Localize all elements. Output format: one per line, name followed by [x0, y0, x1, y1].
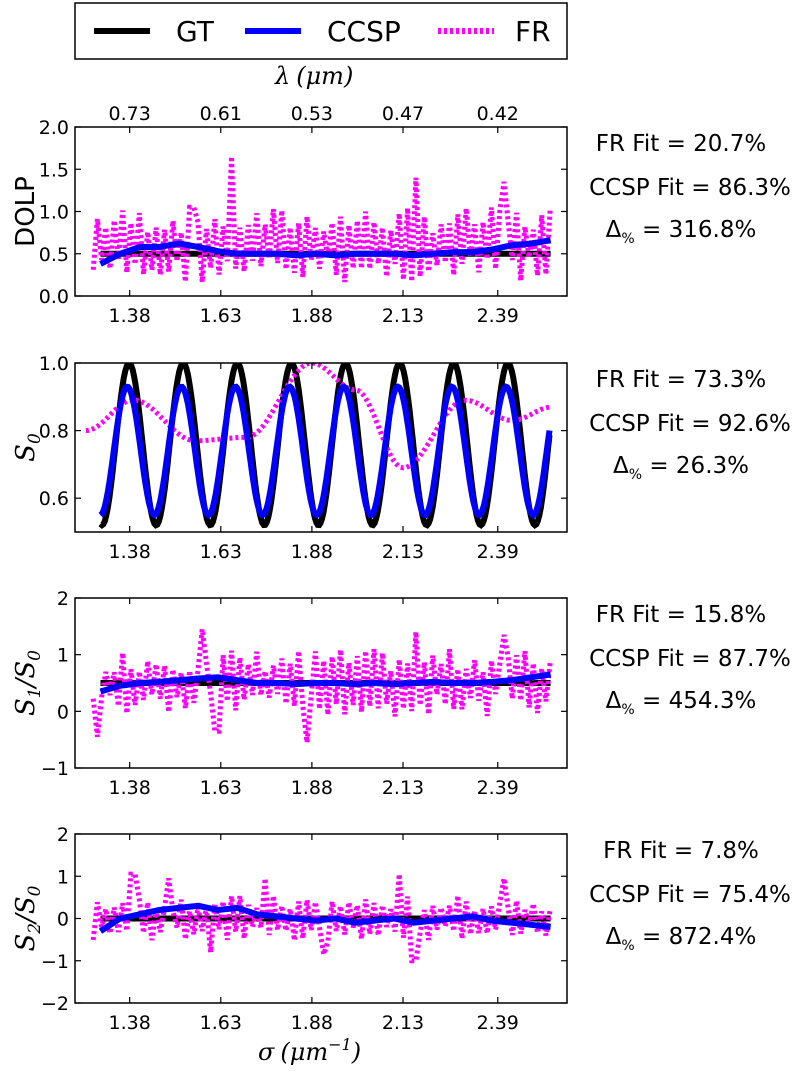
- legend-box: [74, 2, 568, 60]
- y-axis-label: S1/S0: [11, 650, 45, 716]
- ccsp-fit-annotation: CCSP Fit = 87.7%: [589, 646, 791, 672]
- ccsp-fit-annotation: CCSP Fit = 75.4%: [589, 882, 791, 908]
- x-tick-label: 1.63: [200, 541, 242, 563]
- x-tick-label: 2.39: [477, 305, 519, 327]
- top-tick-label: 0.42: [477, 103, 519, 125]
- y-tick-label: 2: [57, 824, 69, 846]
- plot-area: [90, 871, 553, 964]
- y-tick-label: 0: [57, 701, 69, 723]
- x-tick-label: 1.63: [200, 1012, 242, 1034]
- ccsp-series-line: [98, 383, 553, 519]
- ccsp-fit-annotation: CCSP Fit = 86.3%: [589, 175, 791, 201]
- legend-fr-label: FR: [515, 15, 551, 48]
- y-tick-label: 1.5: [39, 159, 69, 181]
- fr-fit-annotation: FR Fit = 73.3%: [596, 367, 766, 393]
- legend-gt-label: GT: [176, 15, 215, 48]
- plot-area: [90, 156, 553, 283]
- x-tick-label: 1.38: [109, 777, 151, 799]
- ccsp-series-line: [98, 902, 551, 934]
- y-tick-label: 0: [57, 909, 69, 931]
- y-tick-label: 2.0: [39, 117, 69, 139]
- fr-series-line: [90, 628, 553, 743]
- axes-frame: [74, 597, 568, 769]
- panels: 1.38 1.63 1.88 2.13 2.39 0.0 0.5 1.0 1.5 2.0 DOLP F…: [11, 117, 791, 1034]
- x-tick-label: 2.13: [382, 1012, 424, 1034]
- y-tick-label: 0.5: [39, 244, 69, 266]
- y-tick-label: 1.0: [39, 202, 69, 224]
- x-tick-label: 2.13: [382, 305, 424, 327]
- bottom-axis-close: ): [351, 1038, 361, 1066]
- x-tick-label: 2.39: [477, 1012, 519, 1034]
- top-tick-label: 0.53: [291, 103, 333, 125]
- y-tick-label: 1: [57, 645, 69, 667]
- delta-annotation: Δ% = 872.4%: [606, 924, 757, 954]
- y-tick-label: 0.8: [39, 421, 69, 443]
- x-tick-label: 2.13: [382, 777, 424, 799]
- ccsp-fit-annotation: CCSP Fit = 92.6%: [589, 411, 791, 437]
- top-tick-label: 0.73: [109, 103, 151, 125]
- ccsp-series-line: [99, 671, 552, 695]
- delta-annotation: Δ% = 316.8%: [606, 217, 757, 247]
- y-tick-label: 0.0: [39, 286, 69, 308]
- x-tick-label: 2.39: [477, 541, 519, 563]
- fr-series-line: [90, 156, 553, 283]
- delta-annotation: Δ% = 26.3%: [613, 453, 749, 483]
- top-axis-label: λ (μm): [274, 62, 353, 90]
- y-tick-label: 0.6: [39, 488, 69, 510]
- panel-s1: 1.38 1.63 1.88 2.13 2.39 −1 0 1 2 S1/S0 FR Fit = 1…: [11, 588, 791, 799]
- x-tick-label: 1.38: [109, 305, 151, 327]
- top-axis-symbol: λ: [274, 62, 290, 90]
- x-tick-label: 1.63: [200, 305, 242, 327]
- panel-dolp: 1.38 1.63 1.88 2.13 2.39 0.0 0.5 1.0 1.5 2.0 DOLP F…: [11, 117, 791, 327]
- legend-ccsp-label: CCSP: [327, 15, 401, 48]
- y-tick-label: 1: [57, 866, 69, 888]
- x-tick-label: 1.88: [291, 541, 333, 563]
- x-tick-label: 1.88: [291, 305, 333, 327]
- plot-area: [85, 363, 553, 530]
- x-tick-label: 1.63: [200, 777, 242, 799]
- x-tick-label: 1.38: [109, 541, 151, 563]
- y-tick-label: 1.0: [39, 353, 69, 375]
- y-axis-label: S2/S0: [11, 885, 45, 951]
- bottom-axis-exp: −1: [328, 1035, 352, 1054]
- top-tick-label: 0.61: [200, 103, 242, 125]
- bottom-axis-symbol: σ: [258, 1038, 275, 1066]
- ccsp-series-line: [99, 237, 552, 267]
- y-axis-label: S0: [11, 433, 45, 462]
- fr-series-line: [85, 363, 551, 471]
- y-tick-label: 2: [57, 588, 69, 610]
- axes-frame: [74, 362, 568, 533]
- fr-fit-annotation: FR Fit = 20.7%: [596, 131, 766, 157]
- fr-fit-annotation: FR Fit = 7.8%: [603, 838, 759, 864]
- x-tick-label: 2.13: [382, 541, 424, 563]
- bottom-axis-unit: (μm: [280, 1038, 328, 1066]
- panel-s0: 1.38 1.63 1.88 2.13 2.39 0.6 0.8 1.0 S0 FR Fit = …: [11, 353, 791, 563]
- x-tick-label: 1.38: [109, 1012, 151, 1034]
- top-axis-unit: (μm): [296, 62, 353, 90]
- top-axis-ticks: 0.73 0.61 0.53 0.47 0.42: [109, 103, 519, 125]
- x-tick-label: 1.88: [291, 1012, 333, 1034]
- top-tick-label: 0.47: [382, 103, 424, 125]
- fr-fit-annotation: FR Fit = 15.8%: [596, 602, 766, 628]
- y-axis-label: DOLP: [11, 176, 41, 247]
- y-tick-label: −1: [41, 758, 69, 780]
- x-tick-label: 1.88: [291, 777, 333, 799]
- legend: GT CCSP FR: [74, 2, 568, 60]
- x-tick-label: 2.39: [477, 777, 519, 799]
- bottom-axis-label: σ (μm−1): [258, 1035, 361, 1066]
- delta-annotation: Δ% = 454.3%: [606, 688, 757, 718]
- y-tick-label: −1: [41, 951, 69, 973]
- plot-area: [90, 628, 553, 743]
- y-tick-label: −2: [41, 993, 69, 1015]
- panel-s2: 1.38 1.63 1.88 2.13 2.39 −2 −1 0 1 2 S2/S0 FR Fit =…: [11, 824, 791, 1034]
